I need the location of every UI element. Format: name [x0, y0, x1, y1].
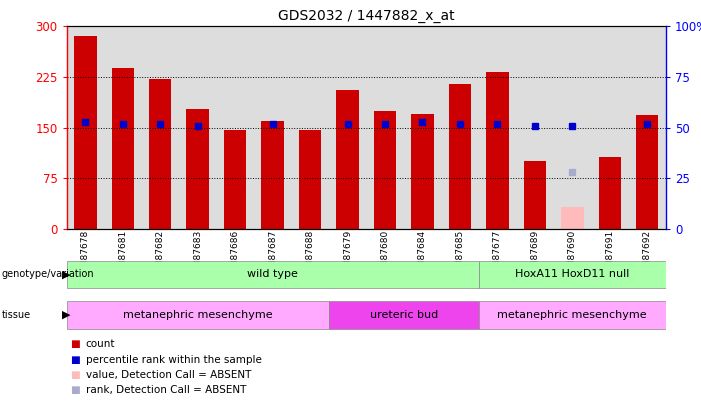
Bar [599, 157, 621, 229]
Bar [292, 26, 329, 229]
Bar [479, 301, 666, 328]
Bar [441, 26, 479, 229]
Text: ■: ■ [70, 355, 80, 364]
Bar [254, 26, 292, 229]
Bar [449, 84, 471, 229]
Text: percentile rank within the sample: percentile rank within the sample [86, 355, 261, 364]
Text: ▶: ▶ [62, 269, 70, 279]
Bar [74, 36, 97, 229]
Bar [329, 301, 479, 328]
Text: genotype/variation: genotype/variation [1, 269, 94, 279]
Text: wild type: wild type [247, 269, 298, 279]
Bar [142, 26, 179, 229]
Bar [404, 26, 441, 229]
Text: ■: ■ [70, 386, 80, 395]
Bar [329, 26, 366, 229]
Bar [104, 26, 142, 229]
Bar [224, 130, 247, 229]
Text: rank, Detection Call = ABSENT: rank, Detection Call = ABSENT [86, 386, 246, 395]
Text: value, Detection Call = ABSENT: value, Detection Call = ABSENT [86, 370, 251, 380]
Bar [411, 114, 434, 229]
Bar [67, 301, 329, 328]
Bar [179, 26, 217, 229]
Text: metanephric mesenchyme: metanephric mesenchyme [123, 310, 273, 320]
Text: ▶: ▶ [62, 310, 70, 320]
Text: count: count [86, 339, 115, 349]
Bar [67, 261, 479, 288]
Title: GDS2032 / 1447882_x_at: GDS2032 / 1447882_x_at [278, 9, 454, 23]
Bar [554, 26, 591, 229]
Bar [366, 26, 404, 229]
Bar [561, 207, 583, 229]
Bar [374, 111, 396, 229]
Bar [261, 121, 284, 229]
Bar [479, 261, 666, 288]
Bar [299, 130, 321, 229]
Bar [336, 90, 359, 229]
Text: ■: ■ [70, 370, 80, 380]
Bar [479, 26, 516, 229]
Bar [516, 26, 554, 229]
Bar [111, 68, 134, 229]
Bar [149, 79, 172, 229]
Text: HoxA11 HoxD11 null: HoxA11 HoxD11 null [515, 269, 629, 279]
Bar [629, 26, 666, 229]
Bar [217, 26, 254, 229]
Bar [524, 161, 546, 229]
Text: tissue: tissue [1, 310, 31, 320]
Bar [591, 26, 629, 229]
Bar [636, 115, 658, 229]
Text: ■: ■ [70, 339, 80, 349]
Text: ureteric bud: ureteric bud [369, 310, 438, 320]
Bar [67, 26, 104, 229]
Bar [186, 109, 209, 229]
Bar [486, 72, 509, 229]
Text: metanephric mesenchyme: metanephric mesenchyme [498, 310, 647, 320]
